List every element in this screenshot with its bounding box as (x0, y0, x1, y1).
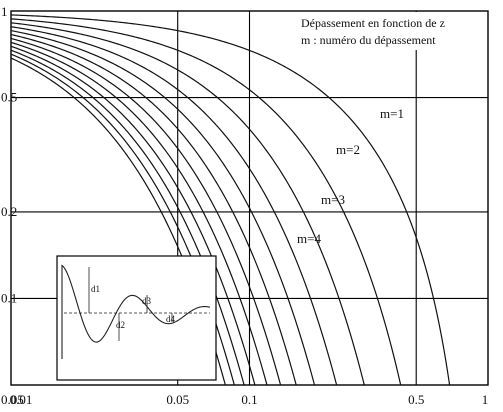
x-tick-label: 0.05 (166, 392, 189, 407)
curve-label-m2: m=2 (336, 142, 360, 157)
inset-label-d2: d2 (116, 320, 125, 330)
y-tick-label: 0.2 (1, 204, 17, 219)
tick-labels: 0.01 0.05 0.1 0.5 110.50.20.10.05 (1, 4, 488, 407)
x-tick-label: 1 (482, 392, 489, 407)
overshoot-curve-m3 (10, 22, 365, 386)
inset-label-d4: d4 (166, 314, 176, 324)
x-tick-label: 0.01 (10, 392, 33, 407)
y-tick-label: 0.1 (1, 290, 17, 305)
inset-oscillation-curve (61, 264, 211, 359)
overshoot-curve-m2 (10, 18, 402, 386)
legend-box: Dépassement en fonction de z m : numéro … (296, 12, 482, 50)
y-tick-label: 1 (1, 4, 8, 19)
inset-frame (56, 255, 217, 381)
overshoot-curve-m6 (10, 33, 297, 386)
legend-line-1: Dépassement en fonction de z (301, 16, 445, 30)
inset-label-d3: d3 (142, 296, 152, 306)
overshoot-curve-m4 (10, 26, 338, 386)
overshoot-curve-m7 (10, 37, 282, 386)
overshoot-curve-m5 (10, 30, 316, 386)
overshoot-curve-m8 (10, 41, 268, 386)
y-tick-label: 0.05 (1, 392, 24, 407)
legend-line-2: m : numéro du dépassement (301, 33, 436, 47)
step-response-inset: d1 d2 d3 d4 (56, 255, 217, 381)
y-tick-label: 0.5 (1, 90, 17, 105)
curve-label-m3: m=3 (321, 192, 345, 207)
x-tick-label: 0.1 (241, 392, 257, 407)
curve-label-m4: m=4 (297, 231, 321, 246)
curve-label-m1: m=1 (380, 106, 404, 121)
x-tick-label: 0.5 (408, 392, 424, 407)
inset-label-d1: d1 (91, 284, 100, 294)
overshoot-curve-m1 (10, 14, 451, 386)
